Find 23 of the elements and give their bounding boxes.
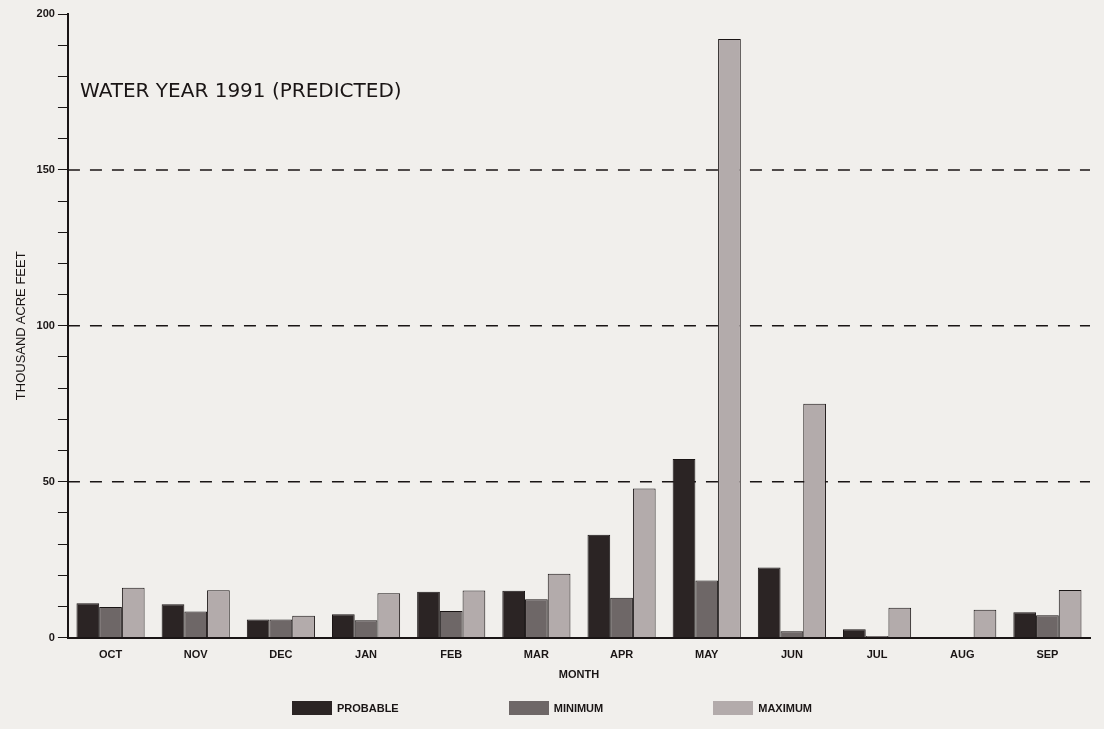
x-tick-label: MAY (695, 648, 720, 661)
x-tick-label: APR (609, 648, 634, 661)
x-tick-label: FEB (440, 648, 463, 661)
x-tick-label: MAR (523, 648, 549, 661)
y-tick-label: 150 (36, 162, 55, 175)
legend-label: PROBABLE (336, 702, 399, 714)
x-tick-label: AUG (950, 648, 975, 661)
x-tick-label: SEP (1036, 648, 1059, 661)
y-tick-label: 100 (36, 318, 55, 331)
y-tick-label: 50 (42, 474, 55, 487)
legend-label: MAXIMUM (758, 702, 812, 714)
x-tick-label: JAN (355, 648, 378, 661)
x-tick-label: JUL (866, 648, 888, 661)
x-tick-label: JUN (780, 648, 803, 661)
x-tick-label: OCT (98, 648, 123, 661)
y-tick-label: 200 (36, 7, 55, 20)
x-axis-title: MONTH (558, 668, 600, 681)
x-tick-label: DEC (269, 648, 293, 661)
y-axis-title: THOUSAND ACRE FEET (13, 251, 29, 401)
y-tick-label: 0 (48, 630, 55, 643)
text: WATER YEAR 1991 (PREDICTED) (79, 78, 402, 103)
x-tick-label: NOV (183, 648, 209, 661)
legend-label: MINIMUM (553, 702, 604, 714)
